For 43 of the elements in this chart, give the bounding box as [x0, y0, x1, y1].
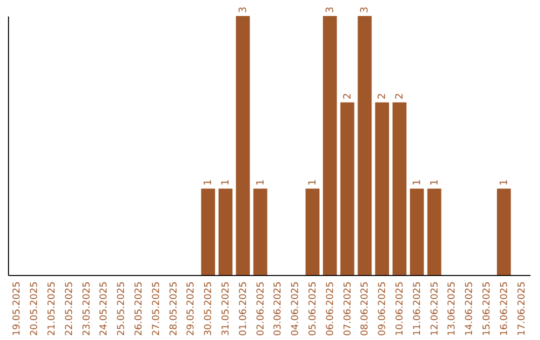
x-tick-label: 27.05.2025 [150, 282, 162, 336]
data-label: 1 [255, 179, 266, 186]
x-tick-label: 09.06.2025 [377, 282, 388, 336]
x-tick-label: 21.05.2025 [46, 282, 58, 336]
data-label: 2 [377, 92, 388, 100]
x-tick-label: 08.06.2025 [360, 282, 371, 336]
data-label: 1 [412, 179, 423, 186]
data-label: 1 [429, 179, 440, 186]
x-tick-label: 03.06.2025 [272, 282, 284, 336]
x-tick-label: 24.05.2025 [98, 282, 110, 336]
x-tick-label: 10.06.2025 [394, 282, 406, 336]
x-tick-label: 12.06.2025 [429, 282, 440, 336]
x-tick-label: 02.06.2025 [255, 282, 266, 336]
x-tick-label: 06.06.2025 [324, 282, 336, 336]
x-tick-label: 14.06.2025 [464, 282, 476, 336]
x-tick-label: 19.05.2025 [12, 282, 23, 336]
x-tick-label: 30.05.2025 [203, 282, 214, 336]
x-tick-label: 15.06.2025 [482, 282, 492, 336]
x-tick-label: 05.06.2025 [308, 282, 318, 336]
data-label: 3 [360, 6, 371, 13]
x-tick-label: 25.05.2025 [116, 282, 128, 336]
x-tick-label: 17.06.2025 [516, 282, 528, 336]
data-label: 3 [324, 6, 336, 13]
data-label: 2 [394, 92, 406, 100]
data-label: 3 [238, 6, 249, 13]
x-tick-label: 22.05.2025 [64, 282, 75, 336]
x-tick-label: 23.05.2025 [81, 282, 92, 336]
x-tick-label: 20.05.2025 [29, 282, 40, 336]
x-tick-label: 11.06.2025 [412, 282, 423, 336]
x-tick-label: 26.05.2025 [134, 282, 144, 336]
data-label: 2 [342, 92, 354, 100]
x-tick-label: 16.06.2025 [498, 282, 510, 336]
x-tick-label: 04.06.2025 [290, 282, 302, 336]
x-tick-label: 01.06.2025 [238, 282, 249, 336]
x-tick-label: 28.05.2025 [168, 282, 180, 336]
x-tick-label: 31.05.2025 [220, 282, 232, 336]
x-tick-label: 13.06.2025 [446, 282, 458, 336]
x-tick-label: 29.05.2025 [186, 282, 197, 336]
data-label: 1 [308, 179, 318, 186]
data-label: 1 [203, 179, 214, 186]
data-label: 1 [220, 179, 232, 186]
x-tick-label: 07.06.2025 [342, 282, 354, 336]
data-label: 1 [498, 179, 510, 186]
